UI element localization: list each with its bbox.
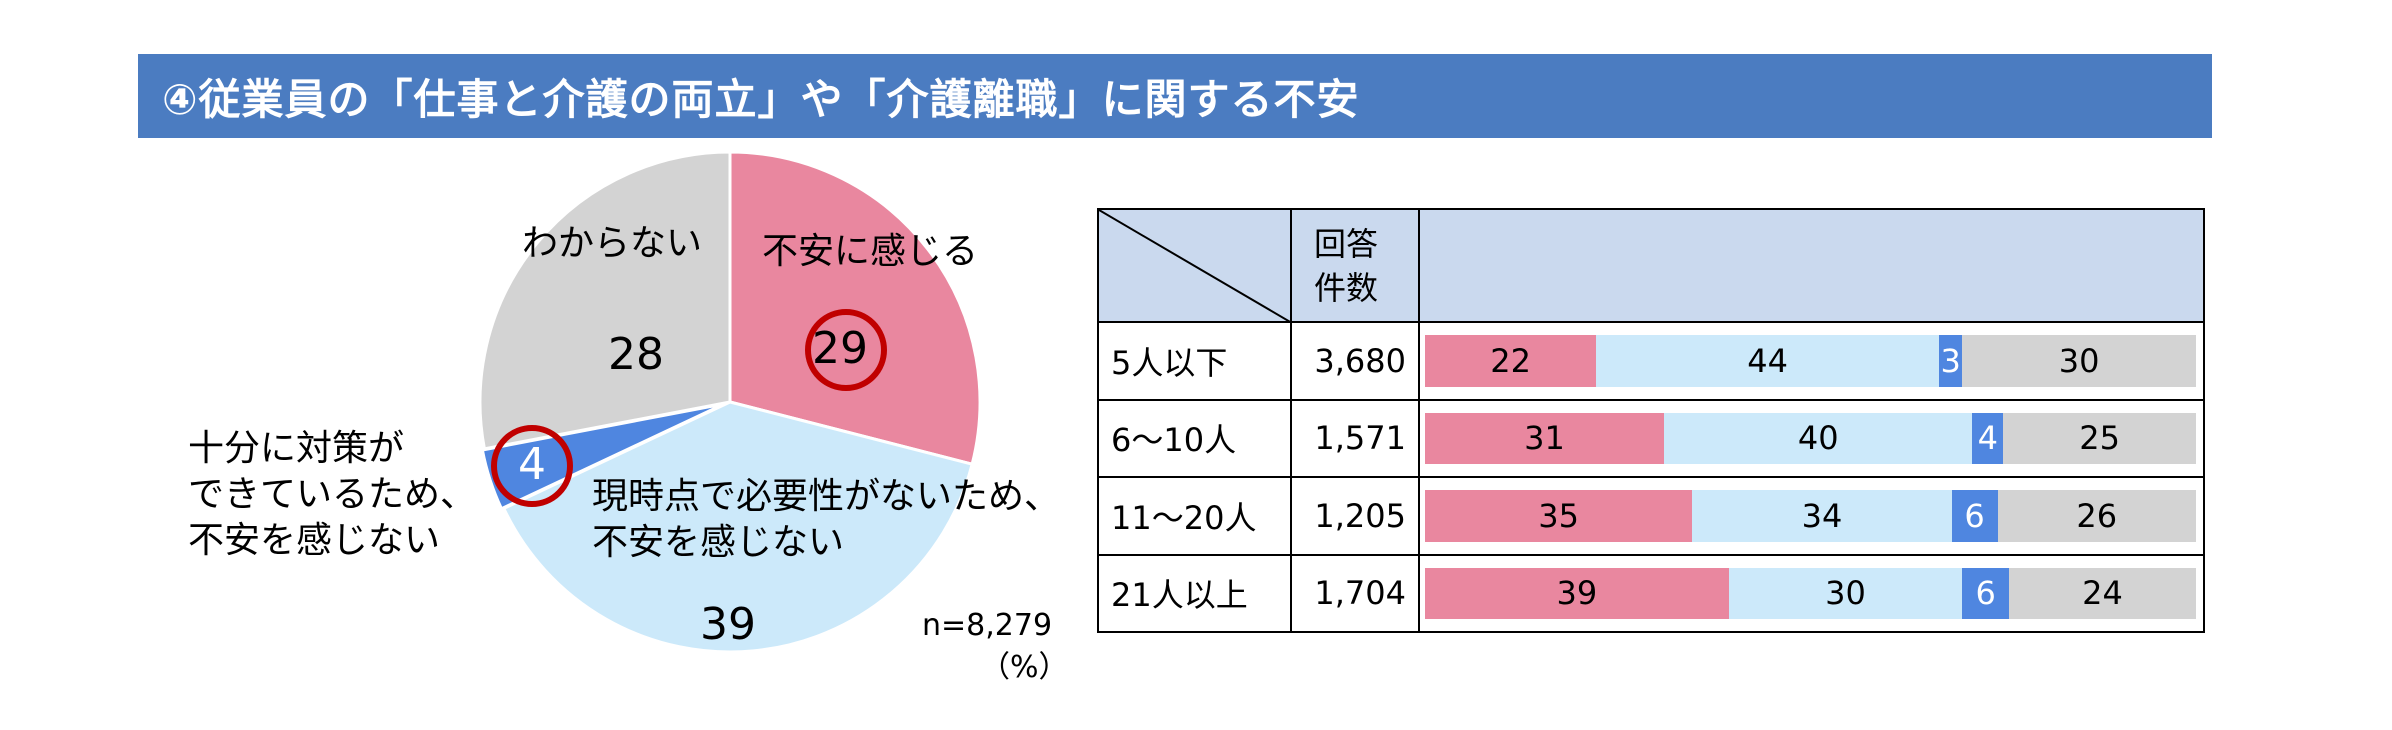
stacked-bar: 35 34 6 26 (1425, 490, 2196, 542)
table-row: 6～10人 1,571 31 40 4 25 (1097, 398, 2205, 478)
pie-value-not-now: 39 (700, 599, 756, 650)
row-bar-cell: 35 34 6 26 (1418, 476, 2205, 556)
bar-segment-unknown: 24 (2009, 567, 2196, 619)
bar-segment-sufficient: 6 (1951, 490, 1998, 542)
header-count-cell: 回答 件数 (1290, 208, 1420, 323)
row-label: 6～10人 (1097, 398, 1292, 478)
table-grid: 回答 件数 5人以下 3,680 22 44 3 30 6～10人 1,571 31 40 4 25 1… (1097, 208, 2205, 633)
sample-size: n=8,279 (922, 608, 1053, 643)
header-diagonal-line (1099, 210, 1292, 323)
bar-segment-sufficient: 6 (1962, 567, 2010, 619)
pie-slice-unknown (478, 150, 732, 451)
header-corner-cell (1097, 208, 1292, 323)
table-header-row: 回答 件数 (1097, 208, 2205, 323)
bar-segment-not_now: 34 (1692, 490, 1952, 542)
bar-segment-anxious: 31 (1425, 412, 1664, 464)
stacked-bar: 31 40 4 25 (1425, 412, 2196, 464)
row-label: 11～20人 (1097, 476, 1292, 556)
bar-segment-not_now: 40 (1664, 412, 1973, 464)
page-title: ④従業員の「仕事と介護の両立」や「介護離職」に関する不安 (138, 54, 2212, 138)
pie-slice-sufficient (480, 402, 725, 511)
bar-segment-not_now: 30 (1728, 567, 1963, 619)
bar-segment-unknown: 30 (1962, 335, 2196, 387)
highlight-ring-anxious (805, 309, 887, 391)
bar-segment-anxious: 22 (1425, 335, 1597, 387)
row-count: 1,571 (1290, 398, 1420, 478)
header-bar-cell (1418, 208, 2205, 323)
bar-segment-unknown: 25 (2003, 412, 2196, 464)
bar-segment-anxious: 35 (1425, 490, 1693, 542)
pie-label-sufficient: 十分に対策が できているため、 不安を感じない (188, 428, 477, 561)
table-row: 11～20人 1,205 35 34 6 26 (1097, 476, 2205, 556)
bar-segment-sufficient: 4 (1972, 412, 2004, 464)
pie-value-sufficient: 4 (518, 439, 546, 490)
pie-label-anxious: 不安に感じる (762, 231, 979, 272)
row-bar-cell: 39 30 6 24 (1418, 553, 2205, 633)
row-label: 21人以上 (1097, 553, 1292, 633)
row-count: 1,205 (1290, 476, 1420, 556)
table-body: 5人以下 3,680 22 44 3 30 6～10人 1,571 31 40 4 25 11～20人 1… (1097, 321, 2205, 633)
pie-value-unknown: 28 (608, 329, 664, 380)
pie-label-unknown: わからない (522, 223, 703, 264)
bar-segment-unknown: 26 (1997, 490, 2196, 542)
pie-chart: わからない 不安に感じる 十分に対策が できているため、 不安を感じない 現時点… (0, 0, 1100, 730)
row-bar-cell: 31 40 4 25 (1418, 398, 2205, 478)
pie-label-not-now: 現時点で必要性がないため、 不安を感じない (592, 476, 1061, 563)
pie-value-anxious: 29 (812, 323, 868, 374)
page-title-text: ④従業員の「仕事と介護の両立」や「介護離職」に関する不安 (162, 74, 1360, 124)
row-count: 3,680 (1290, 321, 1420, 401)
row-bar-cell: 22 44 3 30 (1418, 321, 2205, 401)
stacked-bar-table: 回答 件数 5人以下 3,680 22 44 3 30 6～10人 1,571 31 40 4 25 1… (1097, 208, 2205, 633)
pie-slice-not_now (501, 400, 974, 654)
bar-segment-anxious: 39 (1425, 567, 1729, 619)
table-row: 5人以下 3,680 22 44 3 30 (1097, 321, 2205, 401)
row-count: 1,704 (1290, 553, 1420, 633)
bar-segment-sufficient: 3 (1938, 335, 1963, 387)
pie-chart-svg (478, 150, 982, 654)
header-count-label: 回答 件数 (1314, 224, 1379, 307)
highlight-ring-sufficient (491, 425, 573, 507)
pie-slice-anxious (728, 150, 982, 466)
table-row: 21人以上 1,704 39 30 6 24 (1097, 553, 2205, 633)
stacked-bar: 39 30 6 24 (1425, 567, 2196, 619)
row-label: 5人以下 (1097, 321, 1292, 401)
bar-segment-not_now: 44 (1596, 335, 1939, 387)
stacked-bar: 22 44 3 30 (1425, 335, 2196, 387)
unit-label: （%） (980, 650, 1069, 685)
